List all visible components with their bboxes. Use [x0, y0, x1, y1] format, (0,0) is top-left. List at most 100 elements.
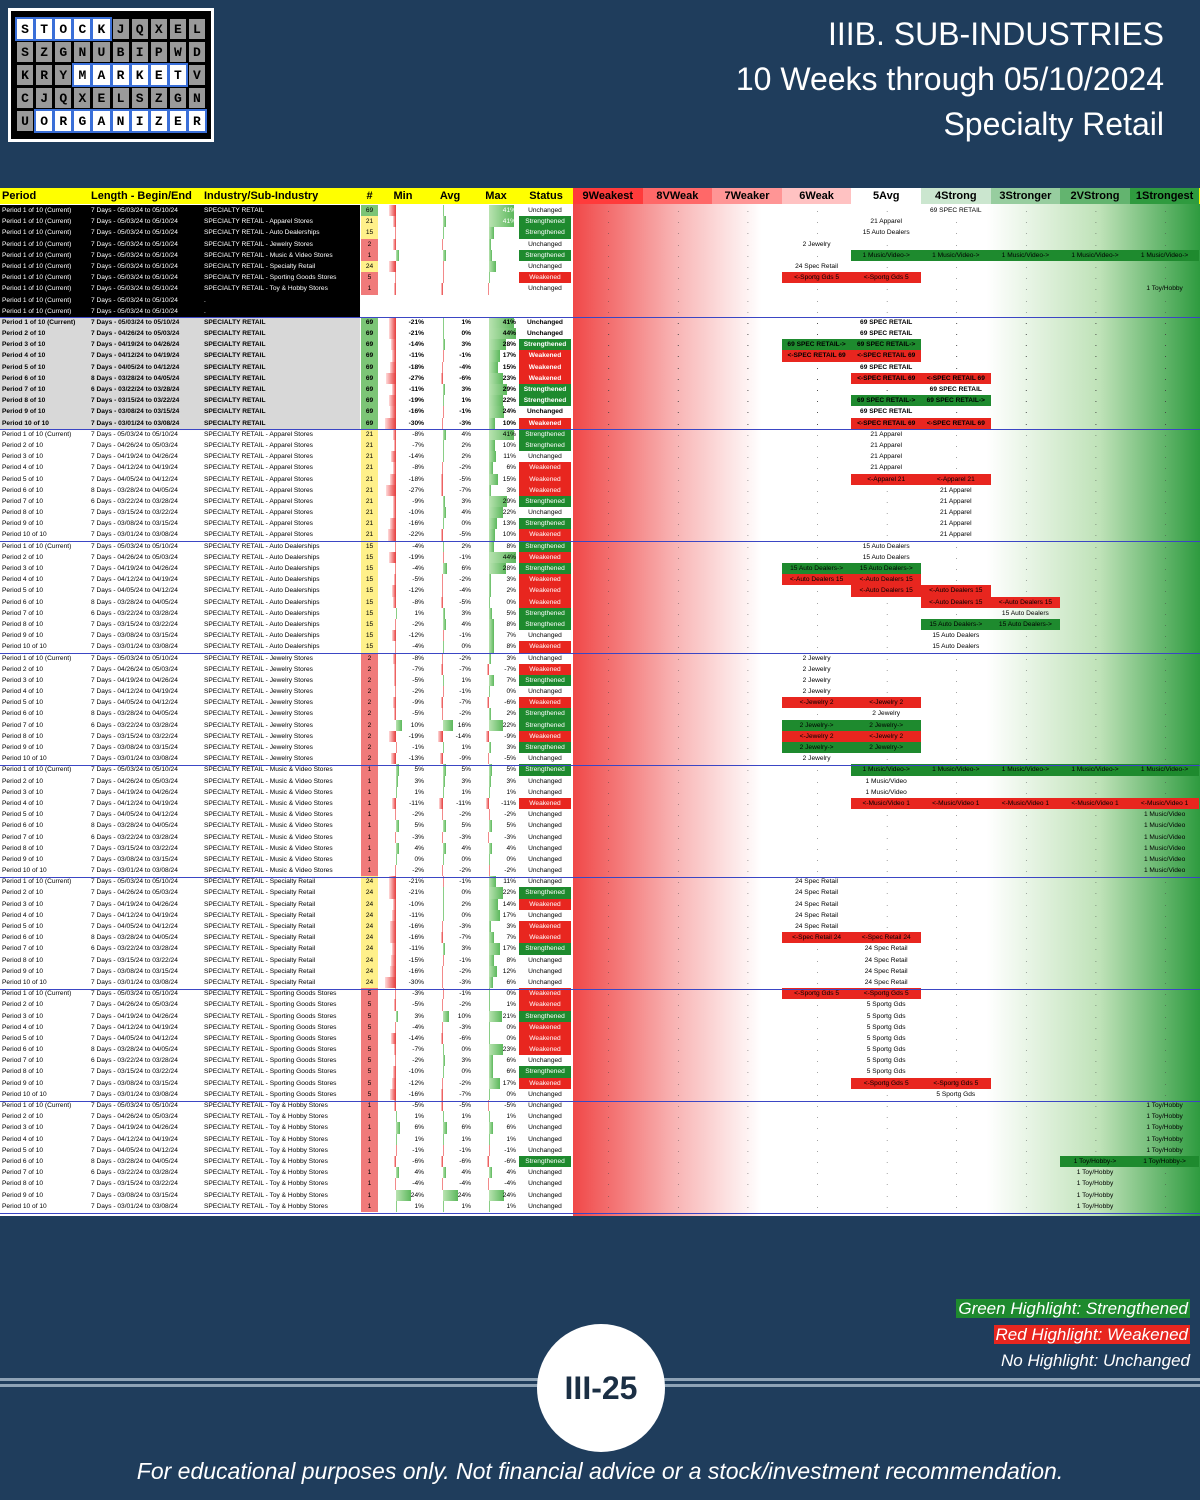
avg-cell: -1% — [459, 990, 471, 998]
rank-dot: . — [677, 1146, 680, 1154]
max-cell: -6% — [504, 699, 516, 707]
value-bar — [489, 260, 497, 273]
rank-dot: . — [607, 262, 610, 270]
min-cell: 3% — [414, 777, 424, 785]
table-row: Period 10 of 10 7 Days - 03/01/24 to 03/0… — [0, 753, 1200, 765]
table-row: Period 1 of 10 (Current) 7 Days - 05/03/2… — [0, 876, 1200, 888]
min-cell: -21% — [408, 330, 424, 338]
rank-dot: . — [1025, 833, 1028, 841]
rank-cell: 69 SPEC RETAIL — [860, 330, 913, 338]
rank-dot: . — [1025, 542, 1028, 550]
period-cell: Period 1 of 10 (Current) — [2, 654, 72, 662]
rank-dot: . — [886, 632, 889, 640]
value-bar — [392, 943, 397, 955]
rank-dot: . — [747, 1046, 749, 1054]
table-row: Period 3 of 10 7 Days - 04/19/24 to 04/26… — [0, 1122, 1200, 1134]
length-cell: 7 Days - 03/15/24 to 03/22/24 — [91, 732, 178, 740]
rank-dot: . — [1164, 978, 1167, 986]
status-cell: Strengthened — [519, 1066, 571, 1078]
max-cell: 17% — [502, 1079, 516, 1087]
length-cell: 7 Days - 04/12/24 to 04/19/24 — [91, 911, 178, 919]
value-bar — [443, 384, 445, 396]
length-cell: 7 Days - 04/26/24 to 05/03/24 — [91, 1113, 178, 1121]
rank-dot: . — [747, 766, 749, 774]
rank-dot: . — [1095, 889, 1097, 897]
rank-cell: 1 Toy/Hobby — [1146, 1124, 1183, 1132]
rank-dot: . — [677, 1102, 680, 1109]
table-row: Period 10 of 10 7 Days - 03/01/24 to 03/0… — [0, 1200, 1200, 1212]
status-cell: Strengthened — [519, 708, 571, 720]
avg-cell: -6% — [459, 1157, 471, 1165]
count-cell: 1 — [361, 775, 378, 787]
rank-cell: 2 Jewelry — [802, 676, 831, 684]
rank-cell: <-Music/Video 1 — [921, 797, 991, 810]
rank-dot: . — [955, 990, 958, 998]
value-bar — [394, 1100, 397, 1112]
title-line-2: 10 Weeks through 05/10/2024 — [735, 61, 1164, 97]
max-cell: 5% — [506, 251, 516, 259]
rank-dot: . — [747, 240, 749, 248]
avg-cell: 0% — [461, 330, 471, 338]
rank-dot: . — [1025, 688, 1028, 696]
value-bar — [443, 1044, 445, 1056]
length-cell: 6 Days - 03/22/24 to 03/28/24 — [91, 1057, 178, 1065]
max-cell: 2% — [506, 710, 516, 718]
status-cell: Strengthened — [519, 339, 571, 351]
value-bar — [489, 909, 500, 921]
rank-dot: . — [955, 1057, 958, 1065]
rank-dot: . — [955, 1046, 958, 1054]
rank-dot: . — [955, 1191, 958, 1199]
avg-cell: 3% — [461, 945, 471, 953]
rank-dot: . — [1095, 978, 1097, 986]
rank-dot: . — [816, 497, 819, 505]
table-row: Period 9 of 10 7 Days - 03/08/24 to 03/15… — [0, 853, 1200, 866]
rank-dot: . — [607, 609, 610, 617]
rank-dot: . — [1095, 285, 1097, 293]
rank-dot: . — [677, 274, 680, 282]
value-bar — [386, 372, 397, 384]
logo-tile: W — [169, 42, 186, 62]
count-cell: 69 — [361, 316, 378, 329]
status-cell: Unchanged — [528, 855, 562, 863]
value-bar — [394, 574, 397, 586]
value-bar — [489, 574, 492, 586]
rank-dot: . — [886, 609, 889, 617]
rank-cell: 5 Sportg Gds — [866, 1057, 906, 1065]
value-bar — [489, 921, 492, 933]
value-bar — [442, 686, 444, 698]
rank-cell: 24 Spec Retail — [795, 900, 839, 908]
rank-dot: . — [607, 1146, 610, 1154]
rank-dot: . — [1164, 699, 1167, 707]
length-cell: 7 Days - 05/03/24 to 05/10/24 — [91, 229, 178, 237]
rank-dot: . — [955, 1180, 958, 1188]
value-bar — [391, 1032, 397, 1045]
rank-dot: . — [1095, 900, 1097, 908]
value-bar — [395, 1055, 397, 1067]
industry-cell: SPECIALTY RETAIL - Specialty Retail — [204, 878, 316, 886]
max-cell: 1% — [506, 788, 516, 796]
rank-dot: . — [677, 799, 680, 807]
min-cell: -30% — [408, 419, 424, 427]
industry-cell: SPECIALTY RETAIL - Specialty Retail — [204, 923, 316, 930]
min-cell: 10% — [410, 721, 424, 729]
industry-cell: SPECIALTY RETAIL - Specialty Retail — [204, 945, 316, 953]
max-cell: 41% — [502, 207, 516, 214]
rank-dot: . — [955, 721, 958, 729]
rank-dot: . — [677, 318, 680, 326]
value-bar — [489, 898, 498, 910]
length-cell: 7 Days - 05/03/24 to 05/10/24 — [91, 654, 178, 662]
rank-dot: . — [677, 665, 680, 673]
value-bar — [489, 585, 491, 597]
industry-cell: SPECIALTY RETAIL - Auto Dealerships — [204, 229, 320, 237]
period-cell: Period 5 of 10 — [2, 1034, 44, 1042]
value-bar — [395, 865, 397, 877]
rank-dot: . — [955, 1169, 958, 1177]
rank-dot: . — [1025, 408, 1028, 416]
length-cell: 7 Days - 03/01/24 to 03/08/24 — [91, 1090, 178, 1098]
value-bar — [395, 831, 397, 843]
min-cell: -15% — [408, 956, 424, 964]
table-row: Period 10 of 10 7 Days - 03/01/24 to 03/0… — [0, 417, 1200, 429]
period-cell: Period 3 of 10 — [2, 565, 44, 572]
rank-dot: . — [1095, 553, 1097, 561]
rank-dot: . — [816, 1068, 819, 1076]
